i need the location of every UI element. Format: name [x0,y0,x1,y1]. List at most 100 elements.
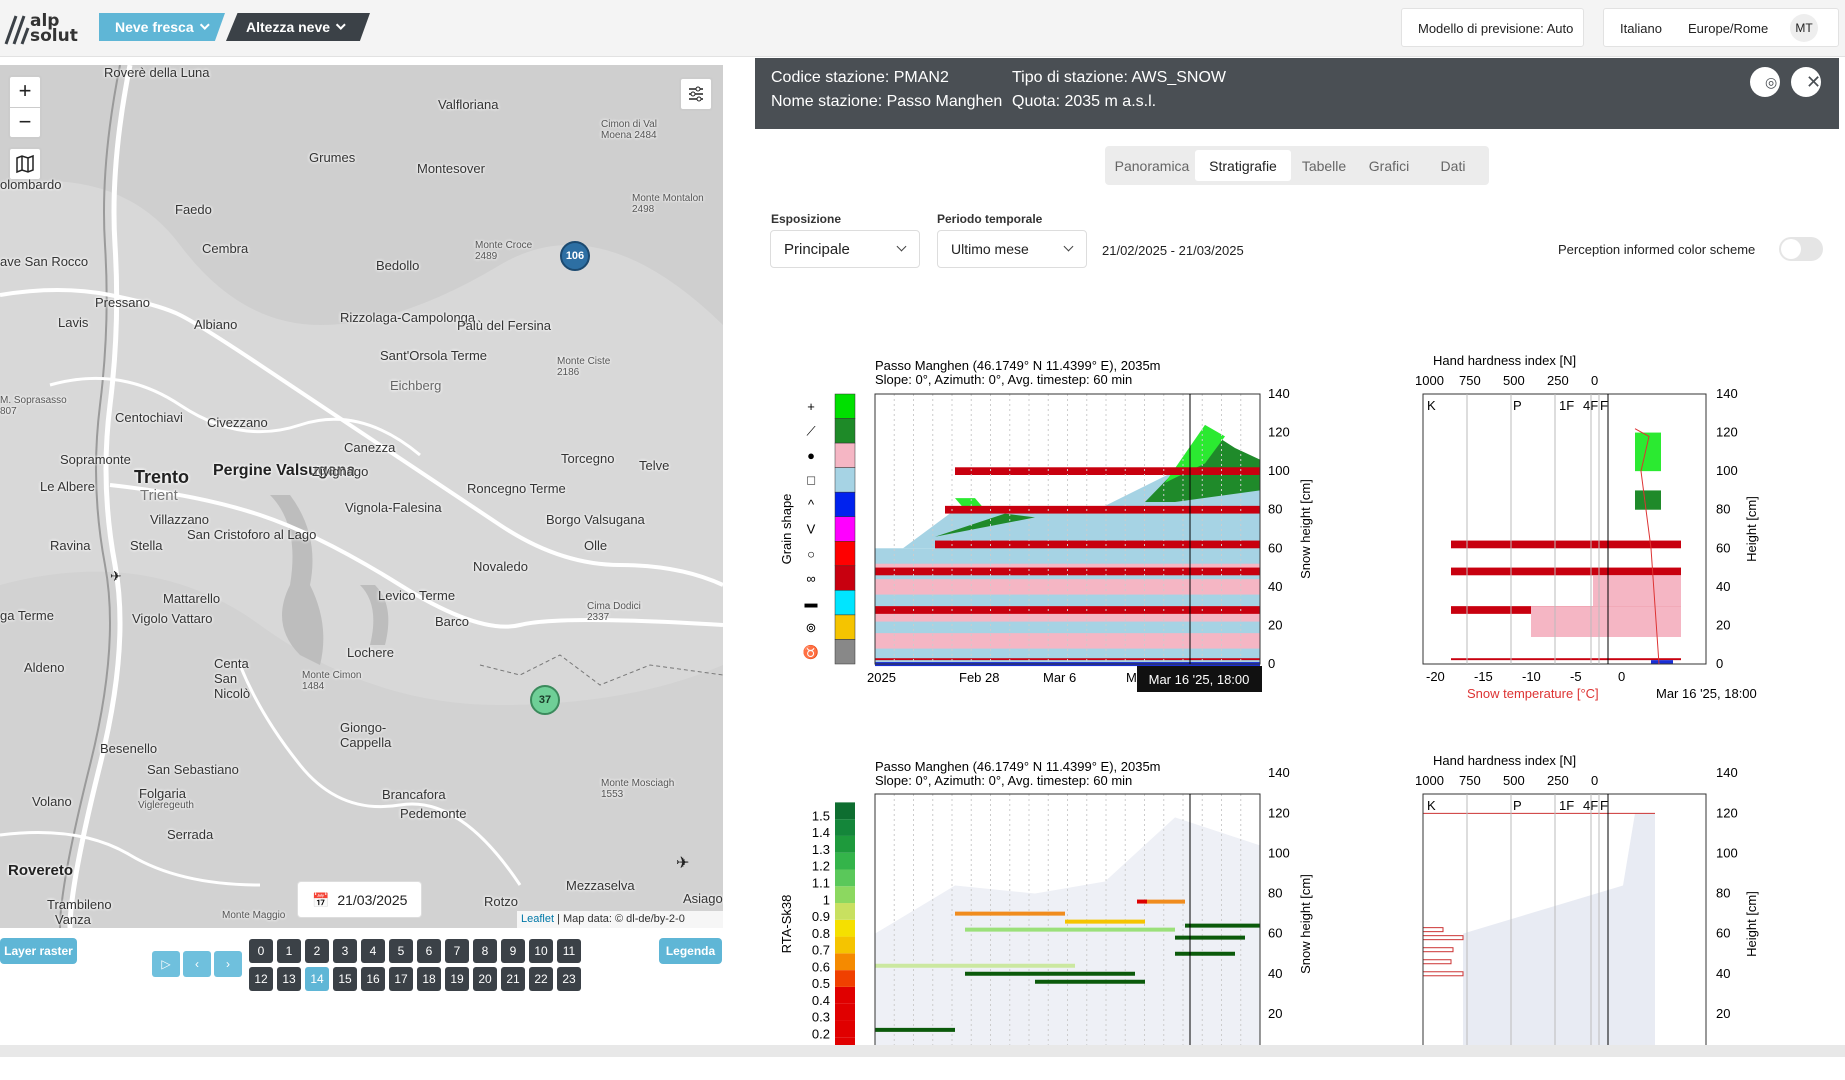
place-label: Eichberg [390,378,442,393]
hour-button-18[interactable]: 18 [417,967,441,991]
play-button[interactable]: ▷ [152,951,180,977]
hour-button-10[interactable]: 10 [529,939,553,963]
period-select[interactable]: Ultimo mese [937,230,1087,268]
place-label: Mattarello [163,591,221,606]
camera-icon: ◎ [1765,74,1778,90]
y-tick-label: 100 [1716,463,1738,478]
hour-button-15[interactable]: 15 [333,967,357,991]
place-label: Pergine Valsugana [213,462,356,479]
y-tick-label: 100 [1268,463,1290,478]
hour-button-19[interactable]: 19 [445,967,469,991]
hour-button-14[interactable]: 14 [305,967,329,991]
place-label: Trento [134,467,190,487]
hour-button-1[interactable]: 1 [277,939,301,963]
hour-button-20[interactable]: 20 [473,967,497,991]
tab-dati[interactable]: Dati [1440,158,1466,174]
y-tick-label: 100 [1268,845,1290,860]
hour-button-23[interactable]: 23 [557,967,581,991]
tab-snow-depth[interactable]: Altezza neve [226,13,370,41]
place-label: Folgaria [139,786,186,801]
zoom-out-button[interactable]: − [10,107,40,137]
hour-button-8[interactable]: 8 [473,939,497,963]
hour-button-13[interactable]: 13 [277,967,301,991]
rta-tick-label: 0.3 [812,1010,830,1025]
bottom-scrollbar[interactable] [0,1045,1845,1057]
rta-color-swatch [835,802,855,820]
timezone-selector[interactable]: Europe/Rome [1688,21,1769,36]
rta-tick-label: 0.7 [812,943,830,958]
forecast-model-selector[interactable]: Modello di previsione: Auto [1401,8,1584,47]
hour-button-9[interactable]: 9 [501,939,525,963]
hour-button-12[interactable]: 12 [249,967,273,991]
grain-symbol: ∞ [806,571,815,586]
peak-label: Monte Maggio [222,910,286,921]
place-label: Lochere [347,645,394,660]
hardness-bar [1451,658,1681,661]
leaflet-link[interactable]: Leaflet [521,913,555,925]
alpsolut-logo[interactable]: alp solut [2,8,78,46]
hour-button-16[interactable]: 16 [361,967,385,991]
weak-layer-bar [1422,959,1452,965]
place-label: Le Albere [40,479,95,494]
hour-button-4[interactable]: 4 [361,939,385,963]
hour-button-7[interactable]: 7 [445,939,469,963]
map-date-picker[interactable]: 📅 21/03/2025 [297,881,422,918]
station-cluster-marker[interactable]: 37 [530,685,560,715]
y-tick-label: 40 [1268,579,1282,594]
grain-color-swatch [834,467,856,493]
hour-button-6[interactable]: 6 [417,939,441,963]
exposure-select[interactable]: Principale [770,230,920,268]
hour-button-3[interactable]: 3 [333,939,357,963]
date-range[interactable]: 21/02/2025 - 21/03/2025 [1102,243,1244,258]
close-button[interactable]: ✕ [1791,67,1821,97]
rta-color-swatch [835,869,855,887]
map-view[interactable]: + − Roverè della Luna Valfloriana Grumes… [0,65,723,928]
hour-button-21[interactable]: 21 [501,967,525,991]
hour-button-11[interactable]: 11 [557,939,581,963]
tab-fresh-snow[interactable]: Neve fresca [99,13,225,41]
place-label: San Sebastiano [147,762,239,777]
y-axis-label: Height [cm] [1744,496,1759,562]
next-hour-button[interactable]: › [214,951,242,977]
hardness-bar [1451,540,1681,549]
language-selector[interactable]: Italiano [1620,21,1662,36]
tab-grafici[interactable]: Grafici [1368,158,1410,174]
grain-color-swatch [834,491,856,517]
avatar[interactable]: MT [1790,14,1818,42]
place-label: Valfloriana [438,97,499,112]
profile-time: Mar 16 '25, 18:00 [1656,686,1757,701]
map-icon [10,149,40,179]
place-label: Besenello [100,741,158,756]
hour-button-22[interactable]: 22 [529,967,553,991]
screenshot-button[interactable]: ◎ [1750,67,1780,97]
tab-stratigrafie[interactable]: Stratigrafie [1195,150,1291,181]
hour-button-2[interactable]: 2 [305,939,329,963]
temp-tick-label: -5 [1570,669,1582,684]
y-tick-label: 60 [1716,926,1730,941]
map-layers-control[interactable] [8,147,42,181]
station-cluster-marker[interactable]: 106 [560,241,590,271]
grain-symbol: ⊚ [806,620,817,635]
stratigraphy-charts[interactable]: Passo Manghen (46.1749° N 11.4399° E), 2… [755,290,1839,1080]
peak-label: Monte Croce 2489 [475,240,533,262]
station-panel: Codice stazione: PMAN2 Nome stazione: Pa… [755,58,1839,1058]
layer-raster-button[interactable]: Layer raster [0,938,77,964]
hour-button-5[interactable]: 5 [389,939,413,963]
previous-hour-button[interactable]: ‹ [183,951,211,977]
chevron-left-icon: ‹ [195,957,199,971]
hour-button-0[interactable]: 0 [249,939,273,963]
y-tick-label: 60 [1716,540,1730,555]
tab-panoramica[interactable]: Panoramica [1114,158,1190,174]
cursor-tooltip-text: Mar 16 '25, 18:00 [1149,672,1250,687]
place-label: Rizzolaga-Campolonga [340,310,476,325]
legend-button[interactable]: Legenda [659,938,722,964]
place-label: Trient [140,487,178,504]
zoom-in-button[interactable]: + [18,78,32,103]
tab-tabelle[interactable]: Tabelle [1301,158,1347,174]
place-label: Brancafora [382,787,446,802]
place-label: Rotzo [484,894,518,909]
hour-button-17[interactable]: 17 [389,967,413,991]
color-scheme-toggle[interactable] [1779,237,1823,261]
map-settings-control[interactable] [679,77,713,111]
hardness-class-label: F [1600,398,1608,413]
